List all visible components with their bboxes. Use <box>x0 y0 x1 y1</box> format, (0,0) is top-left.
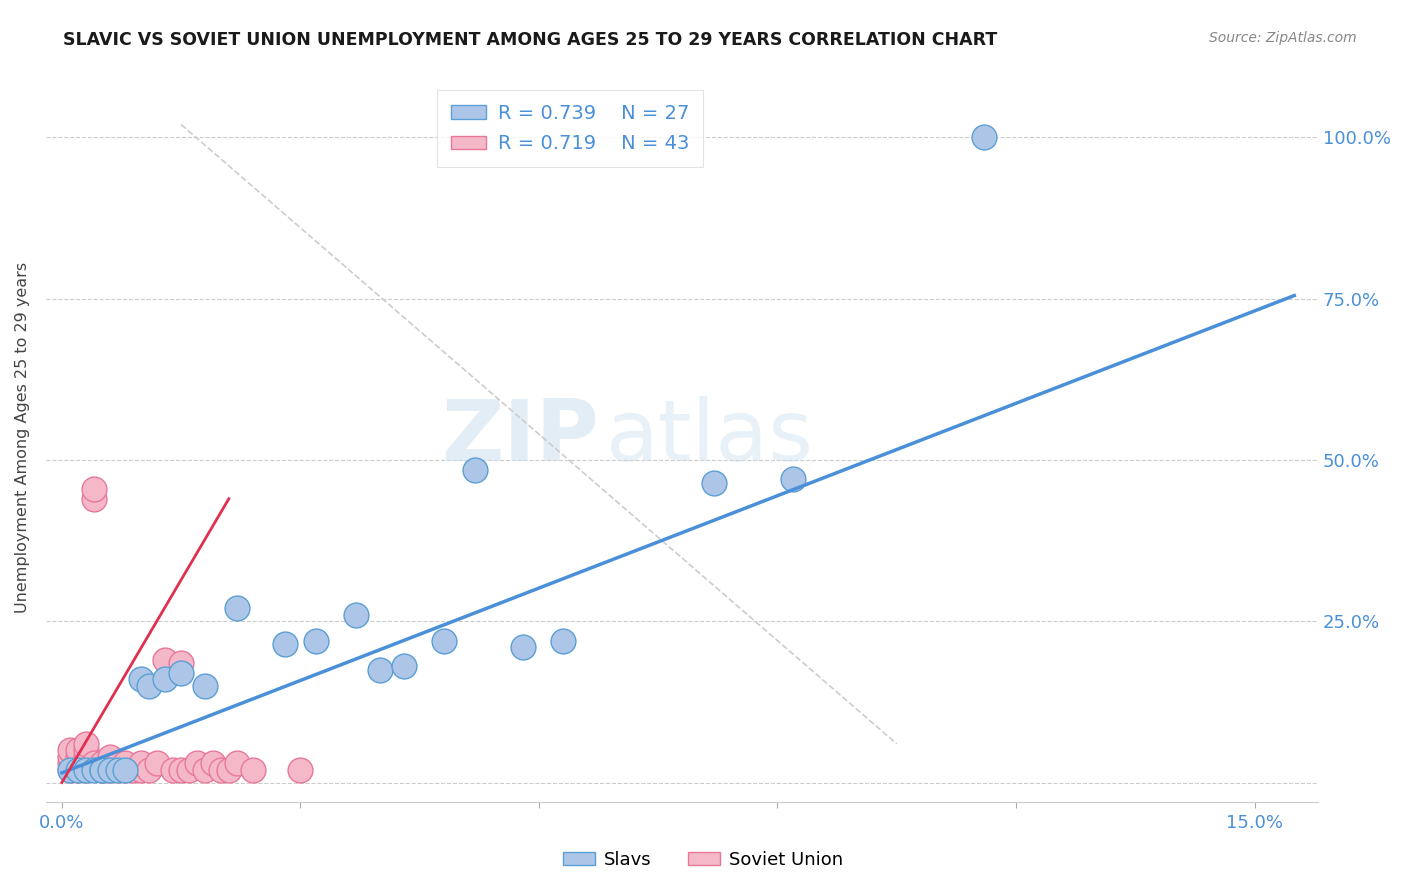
Point <box>75 763 97 777</box>
Text: Source: ZipAtlas.com: Source: ZipAtlas.com <box>1209 31 1357 45</box>
Point <box>107 763 129 777</box>
Point <box>66 743 89 757</box>
Legend: Slavs, Soviet Union: Slavs, Soviet Union <box>555 844 851 876</box>
Point <box>218 763 240 777</box>
Point <box>368 663 391 677</box>
Point <box>432 633 454 648</box>
Point <box>155 653 177 667</box>
Point <box>66 749 89 764</box>
Point <box>66 763 89 777</box>
Point <box>146 756 169 771</box>
Point <box>177 763 200 777</box>
Point <box>186 756 208 771</box>
Point <box>209 763 232 777</box>
Point <box>512 640 534 654</box>
Point <box>59 763 82 777</box>
Point <box>551 633 574 648</box>
Point <box>131 673 153 687</box>
Point <box>90 763 112 777</box>
Point <box>98 756 121 771</box>
Point <box>59 756 82 771</box>
Point <box>83 763 105 777</box>
Point <box>273 637 295 651</box>
Point <box>90 756 112 771</box>
Point <box>66 763 89 777</box>
Point <box>703 475 725 490</box>
Point <box>59 749 82 764</box>
Point <box>464 463 486 477</box>
Point <box>75 749 97 764</box>
Point <box>114 756 136 771</box>
Point <box>122 763 145 777</box>
Point <box>59 763 82 777</box>
Point <box>973 130 995 145</box>
Point <box>155 673 177 687</box>
Point <box>98 763 121 777</box>
Point <box>131 763 153 777</box>
Point <box>90 763 112 777</box>
Point <box>75 743 97 757</box>
Point <box>75 763 97 777</box>
Text: ZIP: ZIP <box>441 396 599 479</box>
Point <box>59 743 82 757</box>
Point <box>131 756 153 771</box>
Point <box>98 763 121 777</box>
Point <box>305 633 328 648</box>
Text: atlas: atlas <box>606 396 814 479</box>
Y-axis label: Unemployment Among Ages 25 to 29 years: Unemployment Among Ages 25 to 29 years <box>15 262 30 613</box>
Point <box>225 601 247 615</box>
Point <box>75 737 97 751</box>
Point <box>114 763 136 777</box>
Point <box>98 749 121 764</box>
Point <box>83 491 105 506</box>
Point <box>90 763 112 777</box>
Point <box>75 756 97 771</box>
Point <box>83 482 105 496</box>
Point <box>107 763 129 777</box>
Point <box>782 472 804 486</box>
Point <box>194 763 217 777</box>
Point <box>162 763 184 777</box>
Point <box>66 756 89 771</box>
Text: SLAVIC VS SOVIET UNION UNEMPLOYMENT AMONG AGES 25 TO 29 YEARS CORRELATION CHART: SLAVIC VS SOVIET UNION UNEMPLOYMENT AMON… <box>63 31 997 49</box>
Point <box>290 763 312 777</box>
Point <box>344 607 367 622</box>
Point <box>114 763 136 777</box>
Point <box>242 763 264 777</box>
Point <box>170 763 193 777</box>
Point <box>392 659 415 673</box>
Point <box>107 756 129 771</box>
Legend: R = 0.739    N = 27, R = 0.719    N = 43: R = 0.739 N = 27, R = 0.719 N = 43 <box>437 90 703 167</box>
Point <box>225 756 247 771</box>
Point <box>138 679 160 693</box>
Point <box>83 756 105 771</box>
Point <box>194 679 217 693</box>
Point <box>170 665 193 680</box>
Point <box>138 763 160 777</box>
Point <box>201 756 224 771</box>
Point <box>170 657 193 671</box>
